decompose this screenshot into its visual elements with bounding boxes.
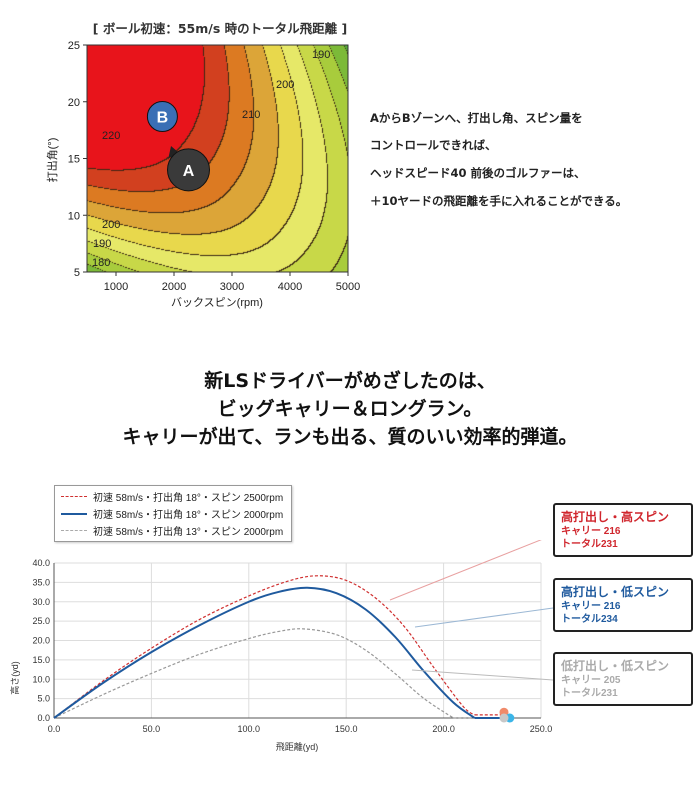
x-tick-label: 1000 bbox=[104, 281, 128, 293]
callout-title: 高打出し・低スピン bbox=[561, 585, 670, 599]
zone-label: B bbox=[157, 110, 169, 127]
contour-label: 200 bbox=[102, 219, 120, 231]
legend-swatch bbox=[61, 512, 87, 515]
callout-carry: キャリー 216 bbox=[561, 601, 621, 612]
headline-line: 新LSドライバーがめざしたのは、 bbox=[204, 370, 496, 392]
plot-frame bbox=[86, 44, 349, 273]
callout-title: 高打出し・高スピン bbox=[561, 510, 670, 524]
legend-swatch bbox=[61, 496, 87, 497]
description-line: コントロールできれば、 bbox=[370, 138, 497, 152]
zone-marker-B bbox=[146, 101, 178, 133]
y-tick-label: 10.0 bbox=[32, 674, 50, 684]
landing-dot bbox=[499, 713, 509, 723]
y-tick-label: 25.0 bbox=[32, 616, 50, 626]
x-tick-label: 2000 bbox=[162, 281, 186, 293]
y-tick-label: 10 bbox=[68, 210, 80, 222]
y-tick-label: 15 bbox=[68, 154, 80, 166]
leader-line bbox=[389, 540, 542, 601]
contour-label: 180 bbox=[92, 257, 110, 269]
trajectory-line-2 bbox=[53, 628, 454, 719]
contour-chart: 1000 2000 3000 4000 5000 5 10 15 20 25 190 200 21… bbox=[45, 40, 360, 309]
y-axis-label: 高さ(yd) bbox=[9, 661, 20, 695]
y-tick-label: 15.0 bbox=[32, 655, 50, 665]
description-line: ＋10ヤードの飛距離を手に入れることができる。 bbox=[370, 194, 628, 208]
callout-total: トータル234 bbox=[561, 614, 618, 625]
zone-marker-A bbox=[167, 148, 210, 192]
callout-high-launch-low-spin: 高打出し・低スピン キャリー 216 トータル234 bbox=[553, 578, 693, 632]
x-tick-label: 4000 bbox=[278, 281, 302, 293]
description-line: AからBゾーンへ、打出し角、スピン量を bbox=[370, 111, 583, 125]
legend-swatch bbox=[61, 530, 87, 531]
contour-label: 220 bbox=[102, 130, 120, 142]
trajectory-line-0 bbox=[53, 575, 476, 719]
zone-label: A bbox=[183, 163, 195, 180]
x-tick-label: 100.0 bbox=[238, 724, 261, 734]
callout-low-launch-low-spin: 低打出し・低スピン キャリー 205 トータル231 bbox=[553, 652, 693, 706]
y-tick-label: 20 bbox=[68, 97, 80, 109]
leader-line bbox=[414, 607, 554, 628]
x-tick-label: 50.0 bbox=[143, 724, 161, 734]
headline-line: キャリーが出て、ランも出る、質のいい効率的弾道。 bbox=[122, 426, 578, 448]
callout-total: トータル231 bbox=[561, 688, 618, 699]
y-tick-label: 0.0 bbox=[37, 713, 50, 723]
contour-label: 190 bbox=[93, 238, 111, 250]
callout-carry: キャリー 216 bbox=[561, 526, 621, 537]
legend-item: 初速 58m/s・打出角 18°・スピン 2000rpm bbox=[55, 505, 283, 522]
x-tick-label: 0.0 bbox=[48, 724, 61, 734]
contour-title: [ ボール初速：55m/s 時のトータル飛距離 ] bbox=[92, 21, 348, 36]
y-tick-label: 30.0 bbox=[32, 597, 50, 607]
callout-carry: キャリー 205 bbox=[561, 675, 621, 686]
x-tick-label: 200.0 bbox=[432, 724, 455, 734]
x-axis-label: バックスピン(rpm) bbox=[171, 296, 263, 309]
x-tick-label: 5000 bbox=[336, 281, 360, 293]
y-axis-label: 打出角(°) bbox=[45, 138, 59, 183]
trajectory-chart: 0.0 50.0 100.0 150.0 200.0 250.0 0.0 5.0 10.0 15.… bbox=[9, 540, 554, 752]
legend-item: 初速 58m/s・打出角 18°・スピン 2500rpm bbox=[55, 488, 283, 505]
legend-label: 初速 58m/s・打出角 13°・スピン 2000rpm bbox=[93, 527, 284, 538]
y-tick-label: 20.0 bbox=[32, 636, 50, 646]
legend-label: 初速 58m/s・打出角 18°・スピン 2000rpm bbox=[93, 510, 284, 521]
legend-label: 初速 58m/s・打出角 18°・スピン 2500rpm bbox=[93, 493, 284, 504]
y-tick-label: 5 bbox=[74, 267, 80, 279]
contour-label: 200 bbox=[276, 79, 294, 91]
legend: 初速 58m/s・打出角 18°・スピン 2500rpm 初速 58m/s・打出… bbox=[54, 485, 293, 542]
x-axis-label: 飛距離(yd) bbox=[276, 741, 319, 752]
contour-label: 190 bbox=[312, 49, 330, 61]
callout-total: トータル231 bbox=[561, 539, 618, 550]
callout-high-launch-high-spin: 高打出し・高スピン キャリー 216 トータル231 bbox=[553, 503, 693, 557]
x-tick-label: 3000 bbox=[220, 281, 244, 293]
x-tick-label: 250.0 bbox=[530, 724, 553, 734]
contour-label: 210 bbox=[242, 109, 260, 121]
contour-fill bbox=[87, 45, 348, 272]
y-tick-label: 5.0 bbox=[37, 694, 50, 704]
legend-item: 初速 58m/s・打出角 13°・スピン 2000rpm bbox=[55, 522, 283, 539]
y-tick-label: 25 bbox=[68, 40, 80, 52]
callout-title: 低打出し・低スピン bbox=[561, 659, 670, 673]
y-tick-label: 35.0 bbox=[32, 577, 50, 587]
leader-line bbox=[411, 669, 554, 681]
trajectory-line-1 bbox=[53, 586, 476, 719]
description-line: ヘッドスピード40 前後のゴルファーは、 bbox=[370, 166, 586, 180]
y-tick-label: 40.0 bbox=[32, 558, 50, 568]
headline-line: ビッグキャリー＆ロングラン。 bbox=[217, 398, 483, 420]
x-tick-label: 150.0 bbox=[335, 724, 358, 734]
